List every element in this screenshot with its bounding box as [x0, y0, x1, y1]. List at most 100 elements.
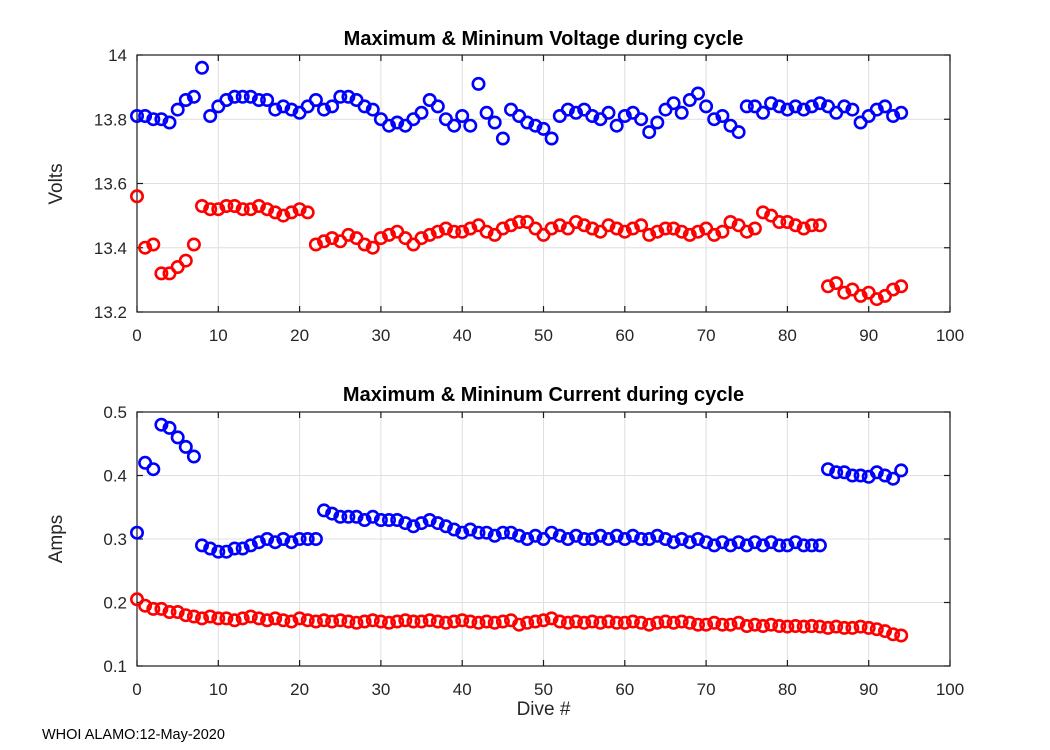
data-point — [414, 105, 429, 120]
data-point — [333, 613, 348, 628]
x-tick-label: 30 — [371, 680, 390, 699]
data-point — [292, 202, 307, 217]
data-point — [219, 93, 234, 108]
y-tick-label: 13.4 — [94, 239, 127, 258]
data-point — [260, 531, 275, 546]
data-point — [796, 619, 811, 634]
data-point — [235, 611, 250, 626]
data-point — [666, 221, 681, 236]
data-point — [316, 613, 331, 628]
data-point — [211, 611, 226, 626]
data-point — [577, 531, 592, 546]
data-point — [650, 528, 665, 543]
data-point — [560, 102, 575, 117]
data-point — [251, 535, 266, 550]
data-point — [316, 234, 331, 249]
data-point — [886, 282, 901, 297]
x-tick-label: 100 — [936, 326, 964, 345]
data-point — [650, 615, 665, 630]
data-point — [764, 617, 779, 632]
data-point — [178, 253, 193, 268]
data-point — [398, 613, 413, 628]
data-point — [178, 608, 193, 623]
data-point — [552, 218, 567, 233]
data-point — [341, 227, 356, 242]
data-point — [853, 288, 868, 303]
data-point — [146, 462, 161, 477]
data-point — [666, 96, 681, 111]
y-tick-label: 0.3 — [103, 530, 127, 549]
data-point — [341, 89, 356, 104]
data-point — [341, 509, 356, 524]
data-point — [568, 215, 583, 230]
data-point — [276, 99, 291, 114]
y-tick-label: 0.2 — [103, 594, 127, 613]
data-point — [894, 628, 909, 643]
data-point — [365, 509, 380, 524]
data-point — [674, 614, 689, 629]
data-point — [536, 613, 551, 628]
gridlines — [137, 412, 950, 666]
data-point — [414, 516, 429, 531]
data-point — [772, 215, 787, 230]
data-point — [325, 231, 340, 246]
y-tick-label: 13.6 — [94, 175, 127, 194]
data-point — [203, 609, 218, 624]
x-tick-label: 50 — [534, 680, 553, 699]
y-tick-label: 0.4 — [103, 467, 127, 486]
data-point — [422, 227, 437, 242]
x-tick-label: 0 — [132, 680, 141, 699]
x-tick-label: 90 — [859, 326, 878, 345]
data-point — [755, 205, 770, 220]
data-point — [788, 535, 803, 550]
data-point — [203, 541, 218, 556]
voltage-chart-title: Maximum & Mininum Voltage during cycle — [343, 28, 744, 50]
data-point — [731, 615, 746, 630]
data-point — [146, 112, 161, 127]
data-point — [658, 221, 673, 236]
tick-marks — [136, 411, 951, 667]
data-point — [316, 102, 331, 117]
data-point — [333, 89, 348, 104]
data-point — [593, 528, 608, 543]
data-point — [845, 468, 860, 483]
data-point — [414, 231, 429, 246]
data-point — [357, 614, 372, 629]
voltage-plot: 0 10 20 30 40 50 60 70 80 90 100 13.2 13.4 13.6 13.8 14 — [94, 46, 964, 345]
data-point — [544, 131, 559, 146]
y-tick-label: 13.2 — [94, 303, 127, 322]
data-point — [674, 224, 689, 239]
data-point — [568, 614, 583, 629]
data-point — [755, 618, 770, 633]
data-point — [788, 218, 803, 233]
data-point — [747, 535, 762, 550]
data-point — [308, 614, 323, 629]
data-point — [178, 93, 193, 108]
data-point — [699, 99, 714, 114]
data-point — [251, 611, 266, 626]
data-point — [837, 99, 852, 114]
data-point — [268, 205, 283, 220]
data-point — [845, 102, 860, 117]
data-point — [796, 538, 811, 553]
data-point — [682, 227, 697, 242]
x-tick-label: 40 — [453, 326, 472, 345]
data-point — [796, 102, 811, 117]
data-point — [715, 224, 730, 239]
y-tick-label: 0.5 — [103, 403, 127, 422]
data-point — [357, 512, 372, 527]
data-point — [463, 221, 478, 236]
data-point — [170, 604, 185, 619]
data-point — [455, 613, 470, 628]
tick-labels: 0 10 20 30 40 50 60 70 80 90 100 0.1 0.2 0.3 0.4 0.5 — [103, 403, 964, 699]
data-point — [381, 615, 396, 630]
data-point — [154, 601, 169, 616]
data-point — [869, 465, 884, 480]
data-point — [812, 538, 827, 553]
data-point — [625, 528, 640, 543]
data-point — [325, 614, 340, 629]
data-point — [707, 227, 722, 242]
data-point — [438, 519, 453, 534]
data-point — [869, 292, 884, 307]
data-point — [804, 99, 819, 114]
